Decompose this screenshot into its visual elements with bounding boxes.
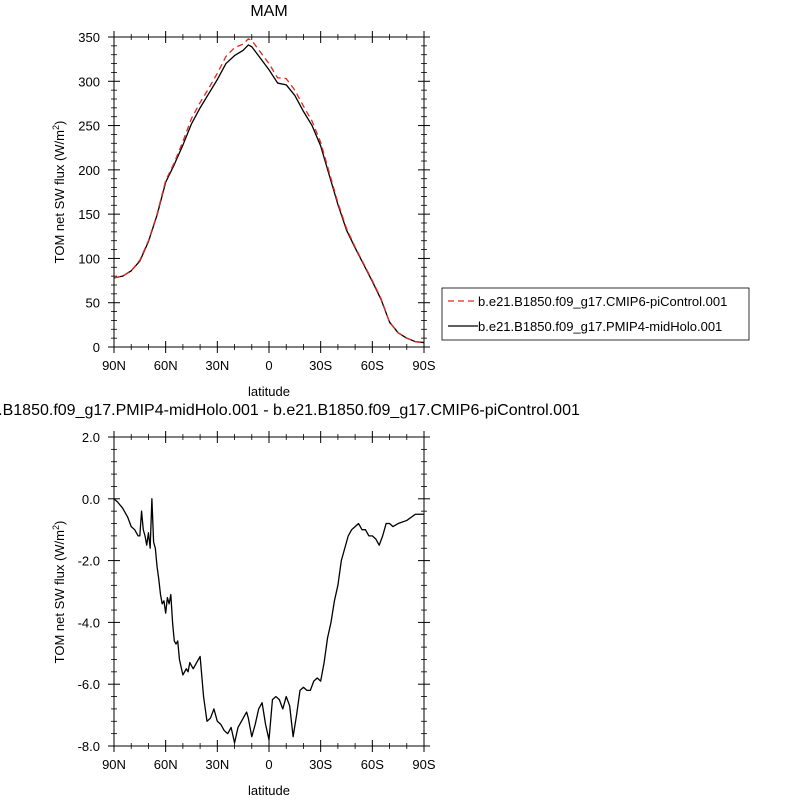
- bottom-panel: b.e21.B1850.f09_g17.PMIP4-midHolo.001 - …: [0, 402, 580, 798]
- bottom-plot-area: [113, 498, 424, 744]
- top-chart-title: MAM: [250, 3, 287, 20]
- legend-label-midholo: b.e21.B1850.f09_g17.PMIP4-midHolo.001: [478, 319, 722, 334]
- x-tick-label: 60S: [361, 358, 384, 373]
- bottom-chart-title: b.e21.B1850.f09_g17.PMIP4-midHolo.001 - …: [0, 402, 580, 419]
- x-tick-label: 90N: [102, 358, 126, 373]
- y-tick-label: 0.0: [82, 492, 100, 507]
- bottom-y-axis-label: TOM net SW flux (W/m2): [51, 521, 67, 664]
- x-tick-label: 60N: [154, 757, 178, 772]
- x-tick-label: 30N: [205, 757, 229, 772]
- y-tick-label: 50: [86, 296, 100, 311]
- series-line-picontrol: [113, 38, 425, 344]
- y-tick-label: 150: [78, 207, 100, 222]
- y-tick-label: -8.0: [78, 739, 100, 754]
- y-tick-label: 200: [78, 163, 100, 178]
- y-tick-label: -6.0: [78, 677, 100, 692]
- x-tick-label: 0: [265, 358, 272, 373]
- top-tick-marks: [108, 31, 430, 353]
- y-tick-label: 250: [78, 119, 100, 134]
- x-tick-label: 60S: [361, 757, 384, 772]
- top-y-tick-labels: 0 50 100 150 200 250 300 350: [78, 30, 100, 355]
- top-plot-area: [113, 38, 425, 344]
- y-tick-label: 100: [78, 251, 100, 266]
- y-tick-label: -4.0: [78, 615, 100, 630]
- top-plot-frame: [113, 36, 425, 348]
- bottom-y-tick-labels: 2.0 0.0 -2.0 -4.0 -6.0 -8.0: [78, 430, 100, 754]
- x-tick-label: 90N: [102, 757, 126, 772]
- legend-box: [441, 287, 750, 341]
- x-tick-label: 90S: [412, 757, 435, 772]
- y-tick-label: 350: [78, 30, 100, 45]
- bottom-x-axis-label: latitude: [248, 783, 290, 798]
- y-tick-label: 300: [78, 74, 100, 89]
- series-line-midholo: [113, 44, 425, 344]
- y-tick-label: -2.0: [78, 554, 100, 569]
- top-x-tick-labels: 90N 60N 30N 0 30S 60S 90S: [102, 358, 436, 373]
- legend: b.e21.B1850.f09_g17.CMIP6-piControl.001 …: [441, 287, 750, 341]
- top-y-axis-label: TOM net SW flux (W/m2): [51, 121, 67, 264]
- top-panel: MAM 90N 60N 30N 0 30S 60S 90S 0 50 100 150 200 250 3…: [51, 3, 750, 399]
- top-x-axis-label: latitude: [248, 384, 290, 399]
- y-tick-label: 2.0: [82, 430, 100, 445]
- legend-label-picontrol: b.e21.B1850.f09_g17.CMIP6-piControl.001: [478, 294, 727, 309]
- bottom-x-tick-labels: 90N 60N 30N 0 30S 60S 90S: [102, 757, 436, 772]
- x-tick-label: 30S: [309, 757, 332, 772]
- x-tick-label: 30N: [205, 358, 229, 373]
- x-tick-label: 30S: [309, 358, 332, 373]
- x-tick-label: 0: [265, 757, 272, 772]
- bottom-tick-marks: [108, 431, 430, 752]
- x-tick-label: 90S: [412, 358, 435, 373]
- x-tick-label: 60N: [154, 358, 178, 373]
- y-tick-label: 0: [93, 340, 100, 355]
- series-line-difference: [113, 498, 424, 744]
